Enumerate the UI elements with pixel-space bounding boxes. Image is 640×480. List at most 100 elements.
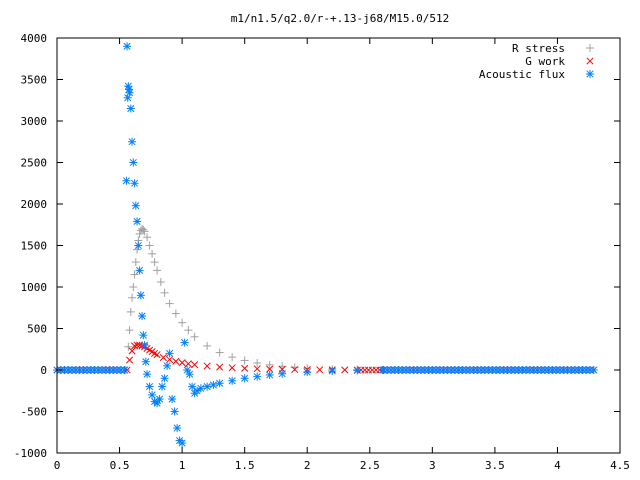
legend-label: R stress — [512, 42, 565, 55]
series-acoustic-flux-point — [180, 338, 189, 347]
y-tick-label: 1500 — [21, 240, 48, 253]
series-r-stress-point — [153, 266, 162, 275]
series-acoustic-flux-point — [215, 379, 224, 388]
series-g-work-point — [203, 362, 211, 370]
series-acoustic-flux-point — [131, 201, 140, 210]
series-acoustic-flux-point — [128, 137, 137, 146]
series-acoustic-flux-point — [209, 380, 218, 389]
series-r-stress-point — [139, 225, 148, 234]
x-tick-label: 2.5 — [360, 459, 380, 472]
series-acoustic-flux-point — [353, 366, 362, 375]
series-g-work-baseline-point — [368, 366, 376, 374]
series-g-work-baseline-point — [372, 366, 380, 374]
series-acoustic-flux-point — [143, 370, 152, 379]
series-acoustic-flux-point — [138, 312, 147, 321]
series-acoustic-flux-point — [130, 179, 139, 188]
series-r-stress-point — [143, 233, 152, 242]
series-r-stress-point — [145, 241, 154, 250]
series-acoustic-flux-point — [165, 349, 174, 358]
series-acoustic-flux-point — [140, 341, 149, 350]
series-r-stress-point — [150, 258, 159, 267]
series-acoustic-flux-point — [139, 331, 148, 340]
series-acoustic-flux-point — [136, 291, 145, 300]
legend-marker — [586, 44, 594, 52]
series-r-stress-point — [140, 227, 149, 236]
series-g-work-point — [228, 364, 236, 372]
series-r-stress-point — [184, 326, 193, 335]
x-tick-label: 0 — [54, 459, 61, 472]
series-r-stress-point — [129, 283, 138, 291]
y-tick-label: 2500 — [21, 157, 48, 170]
series-g-work-point — [178, 359, 186, 367]
series-r-stress-point — [203, 341, 212, 350]
series-acoustic-flux-baseline-point — [120, 366, 129, 374]
legend-marker — [586, 70, 594, 78]
x-tick-label: 4.5 — [610, 459, 630, 472]
series-r-stress-point — [160, 288, 169, 297]
series-acoustic-flux-point — [141, 357, 150, 366]
series-acoustic-flux-point — [160, 374, 169, 383]
x-tick-label: 3 — [429, 459, 436, 472]
series-acoustic-flux-point — [328, 366, 337, 375]
series-r-stress-point — [265, 360, 274, 369]
series-g-work-baseline-point — [364, 366, 373, 374]
legend-label: Acoustic flux — [479, 68, 565, 81]
y-tick-label: 500 — [27, 323, 47, 336]
series-acoustic-flux-point — [123, 42, 132, 51]
series-g-work-baseline-point — [361, 366, 369, 374]
series-acoustic-flux-point — [129, 158, 138, 167]
series-acoustic-flux-point — [148, 390, 157, 399]
x-tick-label: 2 — [304, 459, 311, 472]
series-r-stress-point — [130, 270, 139, 279]
series-g-work-point — [241, 364, 249, 372]
series-acoustic-flux-point — [163, 361, 172, 370]
series-g-work-point — [166, 356, 174, 364]
x-tick-label: 3.5 — [485, 459, 505, 472]
series-acoustic-flux-point — [228, 376, 237, 385]
y-tick-label: 4000 — [21, 32, 48, 45]
series-g-work-point — [266, 365, 274, 373]
series-acoustic-flux-point — [278, 369, 287, 378]
series-acoustic-flux-point — [158, 382, 167, 391]
series-g-work-point — [316, 366, 324, 374]
series-acoustic-flux-point — [126, 104, 135, 113]
series-acoustic-flux-point — [122, 176, 131, 185]
y-tick-label: -1000 — [14, 447, 47, 460]
series-acoustic-flux-point — [145, 382, 154, 391]
y-tick-label: 2000 — [21, 198, 48, 211]
series-acoustic-flux-point — [133, 217, 142, 226]
chart-title: m1/n1.5/q2.0/r-+.13-j68/M15.0/512 — [231, 12, 450, 25]
series-r-stress-point — [125, 326, 134, 335]
y-tick-label: -500 — [21, 406, 48, 419]
series-g-work-point — [253, 365, 261, 373]
legend-marker — [586, 57, 594, 65]
series-r-stress-point — [148, 249, 157, 258]
series-g-work-point — [191, 361, 199, 369]
data-markers — [53, 42, 598, 448]
series-acoustic-flux-point — [196, 384, 205, 393]
series-acoustic-flux-point — [168, 395, 177, 404]
x-tick-label: 0.5 — [110, 459, 130, 472]
series-acoustic-flux-point — [125, 88, 134, 97]
series-r-stress-point — [126, 307, 135, 316]
series-r-stress-point — [156, 278, 165, 287]
series-acoustic-flux-point — [178, 439, 187, 448]
series-r-stress-point — [131, 258, 140, 267]
series-r-stress-point — [135, 229, 144, 238]
series-acoustic-flux-point — [173, 424, 182, 433]
legend-label: G work — [525, 55, 565, 68]
series-r-stress-point — [124, 342, 133, 351]
series-acoustic-flux-point — [378, 366, 387, 374]
series-acoustic-flux-point — [155, 395, 164, 404]
series-acoustic-flux-point — [135, 266, 144, 275]
y-tick-label: 3000 — [21, 115, 48, 128]
series-g-work-point — [128, 347, 136, 355]
series-g-work-point — [153, 351, 161, 359]
series-acoustic-flux-baseline-point — [589, 366, 598, 374]
series-g-work-point — [184, 360, 192, 368]
axis-tick-labels: 0 0.5 1 1.5 2 2.5 3 3.5 4 4.5 -1000 -500 0 500 1000 150… — [14, 32, 630, 472]
series-r-stress-point — [178, 318, 187, 327]
x-tick-label: 1 — [179, 459, 186, 472]
series-acoustic-flux-point — [303, 368, 312, 377]
